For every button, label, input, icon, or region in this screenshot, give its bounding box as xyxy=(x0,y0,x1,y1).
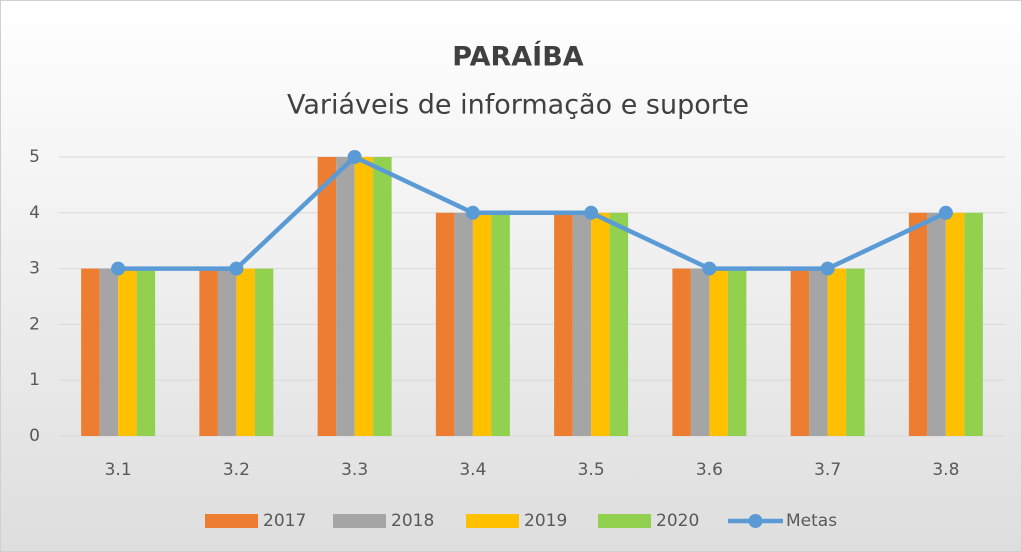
y-tick-label: 0 xyxy=(29,426,40,446)
bar xyxy=(572,212,592,436)
bar xyxy=(809,268,828,436)
line-marker xyxy=(347,150,362,164)
x-tick-label: 3.8 xyxy=(932,460,959,480)
bar xyxy=(254,268,274,436)
bar xyxy=(336,157,355,436)
x-tick-label: 3.7 xyxy=(814,460,841,480)
x-tick-label: 3.3 xyxy=(341,460,368,480)
bar xyxy=(609,212,629,436)
x-tick-label: 3.5 xyxy=(578,460,605,480)
bar xyxy=(690,268,710,436)
bar xyxy=(472,212,492,436)
bar xyxy=(317,157,337,436)
bar xyxy=(908,212,928,436)
legend-swatch xyxy=(333,514,386,528)
y-tick-label: 4 xyxy=(29,203,40,223)
bar xyxy=(591,212,610,436)
legend-label: 2017 xyxy=(263,511,306,531)
bar xyxy=(827,268,847,436)
line-marker xyxy=(584,205,599,220)
line-marker xyxy=(465,205,480,220)
chart-title: PARAÍBA xyxy=(452,41,584,73)
legend-label: 2020 xyxy=(656,511,699,531)
bar xyxy=(354,157,374,436)
bar xyxy=(217,268,237,436)
line-marker xyxy=(111,261,126,276)
y-tick-label: 3 xyxy=(29,259,40,279)
bar xyxy=(846,268,865,436)
x-tick-label: 3.1 xyxy=(105,460,132,480)
bar xyxy=(118,268,137,436)
y-tick-label: 5 xyxy=(29,147,40,167)
bar xyxy=(373,157,392,436)
bar xyxy=(672,268,691,436)
line-marker xyxy=(229,261,244,276)
legend-swatch xyxy=(598,514,651,528)
x-tick-label: 3.2 xyxy=(223,460,250,480)
legend-swatch xyxy=(205,514,258,528)
x-tick-label: 3.4 xyxy=(459,460,486,480)
legend-label: 2018 xyxy=(391,511,434,531)
bar xyxy=(964,212,983,436)
bar xyxy=(99,268,119,436)
bar xyxy=(136,268,156,436)
y-tick-label: 1 xyxy=(29,370,40,390)
bar xyxy=(236,268,255,436)
bar xyxy=(491,212,510,436)
line-marker xyxy=(702,261,717,276)
bar xyxy=(790,268,810,436)
bar xyxy=(454,212,473,436)
bar xyxy=(199,268,218,436)
bar xyxy=(435,212,455,436)
legend-label: 2019 xyxy=(524,511,567,531)
bar xyxy=(945,212,965,436)
legend-label: Metas xyxy=(786,511,837,531)
legend-swatch xyxy=(466,514,519,528)
line-marker xyxy=(820,261,835,276)
chart-subtitle: Variáveis de informação e suporte xyxy=(287,90,749,121)
bar xyxy=(727,268,747,436)
bar xyxy=(81,268,100,436)
line-marker xyxy=(938,205,953,220)
bar xyxy=(927,212,946,436)
y-tick-label: 2 xyxy=(29,314,40,334)
line xyxy=(118,154,947,271)
legend-swatch-marker xyxy=(748,514,763,528)
bar xyxy=(554,212,573,436)
x-tick-label: 3.6 xyxy=(696,460,723,480)
bar xyxy=(709,268,728,436)
